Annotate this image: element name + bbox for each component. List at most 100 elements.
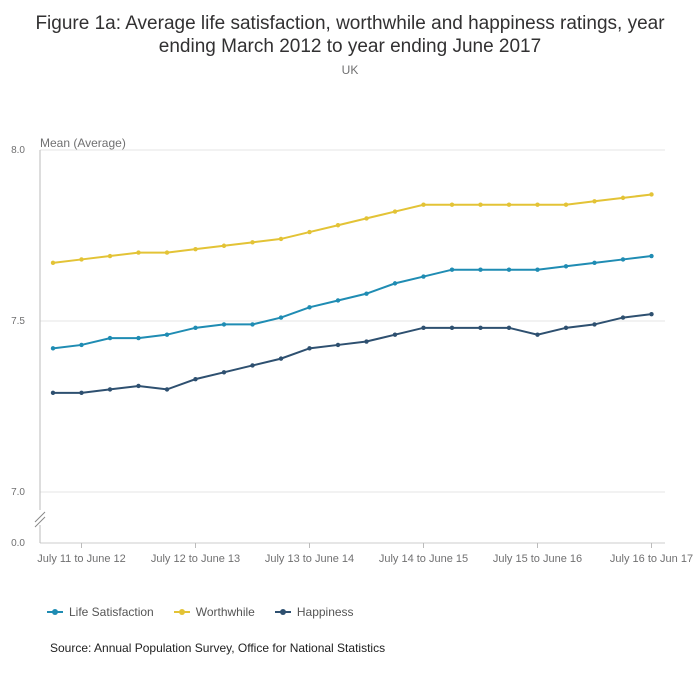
data-point <box>250 322 255 327</box>
x-tick-label: July 12 to June 13 <box>151 553 240 565</box>
data-point <box>449 325 455 331</box>
data-point <box>278 236 284 242</box>
x-tick-label: July 13 to June 14 <box>265 553 354 565</box>
data-point <box>421 274 426 279</box>
data-point <box>392 332 398 337</box>
legend: Life Satisfaction Worthwhile Happiness <box>47 605 354 619</box>
data-point <box>649 311 654 317</box>
data-point <box>107 253 113 259</box>
data-point <box>478 325 483 331</box>
data-point <box>136 383 141 389</box>
data-point <box>563 202 569 207</box>
axis-break-mark <box>34 516 46 528</box>
data-point <box>335 298 341 303</box>
data-point <box>421 325 426 331</box>
data-point <box>50 390 56 396</box>
data-point <box>107 335 113 341</box>
data-point <box>307 346 312 351</box>
legend-label: Happiness <box>296 605 354 619</box>
data-point <box>364 339 369 344</box>
legend-item-happiness[interactable]: Happiness <box>274 605 354 619</box>
data-point <box>620 195 626 201</box>
line-chart: 8.0 7.5 7.0 0.0 Mean (Average) July 11 to Jun… <box>11 136 693 565</box>
data-point <box>221 370 227 375</box>
data-point <box>620 257 626 262</box>
series-line <box>52 193 652 264</box>
legend-swatch <box>173 609 190 615</box>
data-point <box>335 223 341 228</box>
data-point <box>592 199 597 204</box>
data-point <box>50 260 56 266</box>
data-point <box>421 202 426 207</box>
data-point <box>392 281 398 286</box>
x-tick-label: July 16 to Jun 17 <box>610 553 693 565</box>
series-line <box>52 255 652 350</box>
data-point <box>506 325 512 331</box>
chart-title: Figure 1a: Average life satisfaction, wo… <box>35 13 665 57</box>
y-tick-label: 7.5 <box>11 316 25 327</box>
data-point <box>535 332 540 337</box>
series-layer <box>50 192 654 396</box>
data-point <box>478 202 483 207</box>
data-point <box>307 305 312 310</box>
axis-break-mark <box>34 511 46 523</box>
data-point <box>392 209 398 214</box>
y-axis-label: Mean (Average) <box>40 136 126 150</box>
data-point <box>449 202 455 207</box>
data-point <box>563 264 569 269</box>
y-tick-label: 0.0 <box>11 538 25 549</box>
y-tick-label: 7.0 <box>11 487 25 498</box>
series-worthwhile <box>50 192 654 266</box>
x-tick-label: July 11 to June 12 <box>37 553 125 565</box>
data-point <box>278 315 284 320</box>
data-point <box>193 376 198 382</box>
axes: 8.0 7.5 7.0 0.0 Mean (Average) July 11 to Jun… <box>11 136 693 565</box>
legend-swatch <box>47 609 63 615</box>
data-point <box>364 216 369 221</box>
series-line <box>53 313 652 394</box>
x-tick-label: July 14 to June 15 <box>379 553 468 565</box>
data-point <box>50 346 56 351</box>
data-point <box>535 202 540 207</box>
data-point <box>221 243 227 248</box>
data-point <box>79 257 84 262</box>
data-point <box>136 335 141 341</box>
data-point <box>620 315 626 320</box>
data-point <box>278 356 284 361</box>
data-point <box>221 322 227 327</box>
x-tick-label: July 15 to June 16 <box>493 553 582 565</box>
data-point <box>79 342 84 348</box>
legend-item-worthwhile[interactable]: Worthwhile <box>173 605 255 619</box>
data-point <box>107 387 113 392</box>
source-note: Source: Annual Population Survey, Office… <box>50 641 386 655</box>
series-happiness <box>50 311 654 396</box>
data-point <box>506 202 512 207</box>
data-point <box>193 325 198 331</box>
data-point <box>79 390 84 396</box>
data-point <box>649 253 654 259</box>
legend-label: Worthwhile <box>195 605 255 619</box>
gridlines <box>40 149 665 493</box>
data-point <box>164 250 170 255</box>
data-point <box>563 325 569 331</box>
chart-subtitle: UK <box>341 63 359 77</box>
legend-swatch <box>274 609 291 615</box>
data-point <box>506 267 512 272</box>
data-point <box>535 267 540 272</box>
data-point <box>335 342 341 348</box>
data-point <box>307 229 312 235</box>
data-point <box>449 267 455 272</box>
data-point <box>136 250 141 255</box>
legend-label: Life Satisfaction <box>69 605 154 619</box>
data-point <box>250 363 255 368</box>
data-point <box>478 267 483 272</box>
data-point <box>649 192 654 197</box>
series-life-satisfaction <box>50 253 654 351</box>
data-point <box>193 246 198 252</box>
data-point <box>364 291 369 296</box>
data-point <box>164 387 170 392</box>
data-point <box>592 260 597 266</box>
data-point <box>164 332 170 337</box>
data-point <box>250 240 255 245</box>
legend-item-life-satisfaction[interactable]: Life Satisfaction <box>47 605 154 619</box>
